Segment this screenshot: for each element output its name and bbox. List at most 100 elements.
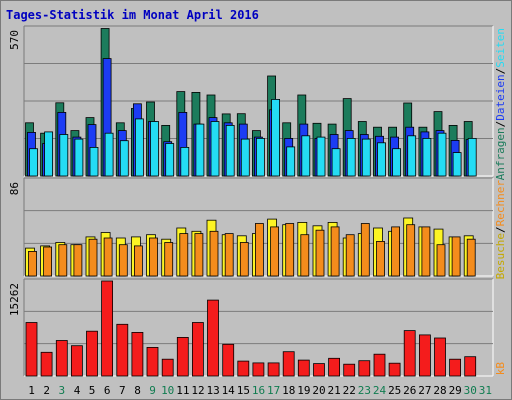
x-axis-label-day-15: 15 — [237, 384, 250, 397]
bar-seiten-day-28 — [437, 132, 447, 177]
bar-seiten-day-22 — [346, 137, 356, 177]
x-axis-label-day-8: 8 — [134, 384, 141, 397]
bar-rechner-day-29 — [451, 236, 461, 277]
bar-seiten-day-10 — [165, 143, 175, 177]
bar-rechner-day-8 — [133, 245, 143, 277]
bar-kb-day-12 — [191, 322, 204, 377]
bar-rechner-day-25 — [391, 226, 401, 277]
bar-kb-day-13 — [207, 299, 219, 377]
side-label-part: Dateien — [494, 74, 507, 120]
bar-rechner-day-5 — [88, 238, 98, 277]
bar-rechner-day-15 — [239, 242, 249, 277]
bar-rechner-day-19 — [300, 234, 310, 277]
legend-visits: Besuche/Rechner — [494, 180, 507, 280]
bar-seiten-day-20 — [316, 136, 326, 177]
bar-rechner-day-18 — [285, 223, 295, 277]
x-axis-label-day-17: 17 — [267, 384, 280, 397]
side-label-part: kB — [494, 362, 507, 376]
x-axis-label-day-21: 21 — [327, 384, 340, 397]
bar-rechner-day-3 — [58, 244, 68, 277]
bar-seiten-day-8 — [134, 118, 144, 177]
bar-seiten-day-18 — [286, 146, 296, 177]
chart-title: Tages-Statistik im Monat April 2016 — [6, 8, 259, 22]
bar-kb-day-30 — [464, 356, 477, 377]
x-axis-label-day-7: 7 — [119, 384, 126, 397]
bar-kb-day-6 — [101, 280, 113, 377]
bar-seiten-day-3 — [59, 134, 69, 177]
x-axis-label-day-30: 30 — [464, 384, 477, 397]
bar-seiten-day-2 — [44, 131, 53, 177]
x-axis-label-day-3: 3 — [58, 384, 65, 397]
bar-rechner-day-2 — [43, 246, 52, 277]
bar-seiten-day-24 — [377, 142, 386, 177]
bar-kb-day-16 — [252, 362, 265, 377]
x-axis-label-day-29: 29 — [449, 384, 462, 397]
bar-kb-day-22 — [343, 363, 356, 377]
legend-requests: Anfragen/Dateien/Seiten — [494, 28, 507, 180]
bar-rechner-day-27 — [421, 226, 431, 277]
x-axis-label-day-27: 27 — [418, 384, 431, 397]
x-axis-label-day-4: 4 — [74, 384, 81, 397]
bar-kb-day-21 — [328, 357, 341, 377]
bar-kb-day-23 — [358, 360, 371, 377]
bar-seiten-day-30 — [467, 137, 477, 177]
x-axis-label-day-6: 6 — [104, 384, 111, 397]
bar-seiten-day-27 — [422, 137, 432, 177]
x-axis-label-day-20: 20 — [312, 384, 325, 397]
bar-kb-day-8 — [131, 331, 144, 377]
bar-rechner-day-13 — [209, 230, 219, 277]
bar-seiten-day-1 — [29, 148, 38, 177]
bar-seiten-day-14 — [225, 125, 235, 177]
bar-kb-day-3 — [55, 340, 68, 377]
x-axis-label-day-25: 25 — [388, 384, 401, 397]
x-axis-label-day-23: 23 — [358, 384, 371, 397]
x-axis-label-day-13: 13 — [206, 384, 219, 397]
bar-rechner-day-26 — [406, 224, 416, 277]
bar-rechner-day-21 — [330, 226, 340, 277]
bar-kb-day-7 — [116, 323, 129, 377]
bar-rechner-day-16 — [254, 223, 264, 277]
bar-rechner-day-10 — [164, 242, 174, 277]
bar-kb-day-11 — [176, 336, 189, 377]
bar-kb-day-29 — [449, 358, 462, 377]
bar-seiten-day-5 — [89, 146, 99, 177]
bar-seiten-day-21 — [331, 148, 341, 177]
bar-rechner-day-24 — [376, 240, 385, 277]
bar-kb-day-17 — [267, 362, 280, 377]
bar-seiten-day-7 — [119, 140, 129, 177]
bar-rechner-day-23 — [360, 223, 370, 277]
bar-rechner-day-20 — [315, 229, 325, 277]
bar-rechner-day-9 — [149, 237, 158, 277]
bar-kb-day-28 — [434, 337, 446, 377]
bar-seiten-day-16 — [255, 137, 265, 177]
bar-kb-day-20 — [313, 363, 325, 377]
x-axis-label-day-26: 26 — [403, 384, 416, 397]
bar-seiten-day-15 — [240, 138, 250, 177]
x-axis-label-day-31: 31 — [479, 384, 492, 397]
bar-seiten-day-6 — [104, 132, 114, 177]
bar-rechner-day-30 — [466, 238, 476, 277]
bar-kb-day-14 — [222, 343, 235, 377]
bar-rechner-day-4 — [73, 244, 83, 277]
side-label-part: / — [494, 226, 507, 233]
bar-seiten-day-29 — [452, 152, 462, 177]
bar-kb-day-25 — [388, 362, 401, 377]
bar-kb-day-27 — [418, 334, 431, 377]
bar-seiten-day-9 — [150, 121, 159, 177]
bar-rechner-day-28 — [436, 244, 446, 277]
x-axis-label-day-16: 16 — [252, 384, 265, 397]
x-axis-label-day-14: 14 — [222, 384, 236, 397]
bar-kb-day-19 — [297, 359, 310, 377]
bar-kb-day-10 — [161, 358, 174, 377]
bar-rechner-day-1 — [28, 250, 37, 277]
x-axis-label-day-2: 2 — [43, 384, 50, 397]
bar-seiten-day-4 — [74, 138, 84, 177]
x-axis-label-day-18: 18 — [282, 384, 295, 397]
bar-kb-day-24 — [373, 353, 386, 377]
bar-kb-day-15 — [237, 360, 250, 377]
bar-kb-day-18 — [282, 351, 295, 377]
x-axis-label-day-24: 24 — [373, 384, 387, 397]
bar-kb-day-9 — [146, 346, 159, 377]
x-axis-label-day-10: 10 — [161, 384, 174, 397]
